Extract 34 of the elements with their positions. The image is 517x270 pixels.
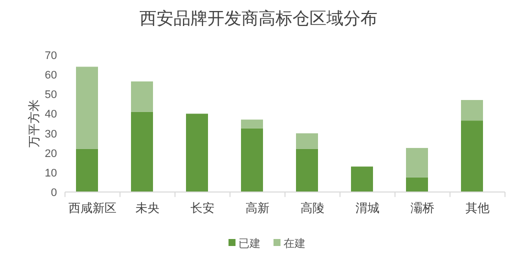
bar xyxy=(76,148,98,192)
x-tick-label: 其他 xyxy=(466,201,490,215)
x-tick-label: 渭城 xyxy=(356,201,380,215)
chart-title: 西安品牌开发商高标仓区域分布 xyxy=(140,9,378,28)
bar xyxy=(76,66,98,149)
y-tick-label: 0 xyxy=(50,187,57,199)
bar xyxy=(351,166,373,192)
y-tick-label: 60 xyxy=(44,70,57,82)
bar xyxy=(406,177,428,192)
x-tick-label: 灞桥 xyxy=(410,201,434,215)
legend-label: 已建 xyxy=(238,237,260,250)
bar xyxy=(296,133,318,149)
bar xyxy=(296,148,318,192)
bar xyxy=(131,81,153,112)
y-tick-label: 50 xyxy=(44,89,57,102)
bar xyxy=(241,120,263,128)
x-tick-label: 长安 xyxy=(190,201,214,215)
bar xyxy=(131,112,153,192)
x-tick-label: 西咸新区 xyxy=(68,201,116,215)
x-tick-label: 高新 xyxy=(246,201,270,215)
y-tick-label: 20 xyxy=(44,148,57,160)
y-tick-label: 40 xyxy=(44,108,57,121)
y-tick-label: 30 xyxy=(44,128,57,140)
legend-label: 在建 xyxy=(284,237,306,250)
x-tick-label: 高陵 xyxy=(300,201,324,215)
bar xyxy=(406,148,428,178)
bar xyxy=(186,114,208,192)
x-tick-label: 未央 xyxy=(136,201,160,215)
y-tick-label: 10 xyxy=(44,167,57,180)
y-axis-title: 万平方米 xyxy=(27,100,41,148)
bar xyxy=(461,120,483,192)
bar xyxy=(241,128,263,192)
bar xyxy=(461,100,483,121)
y-tick-label: 70 xyxy=(44,50,57,62)
